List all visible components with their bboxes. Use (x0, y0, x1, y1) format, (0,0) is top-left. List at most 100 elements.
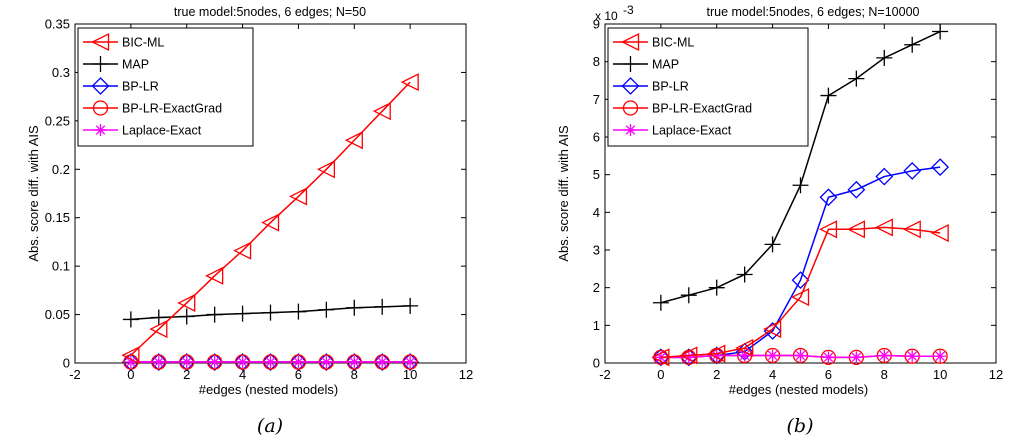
y-tick-label: 0.05 (45, 307, 70, 322)
data-point (850, 351, 863, 364)
legend-entry: BP-LR (122, 80, 159, 94)
data-point (931, 158, 950, 177)
legend-entry: BIC-ML (652, 36, 694, 50)
x-tick-label: 12 (459, 367, 473, 382)
chart-caption: (a) (257, 415, 283, 437)
series-map (652, 23, 949, 311)
x-tick-label: 6 (295, 367, 302, 382)
data-point (710, 349, 723, 362)
data-point (904, 36, 921, 53)
x-tick-label: 10 (933, 367, 947, 382)
data-point (348, 356, 361, 369)
legend-marker (621, 77, 640, 95)
x-tick-label: 8 (351, 367, 358, 382)
legend-entry: BP-LR-ExactGrad (652, 102, 752, 116)
x-tick-label: 2 (713, 367, 720, 382)
legend: BIC-ML MAP BP-LR BP-LR-ExactGrad Laplace-Exa… (607, 27, 809, 147)
y-tick-label: 0.1 (52, 259, 70, 274)
y-tick-label: 0.15 (45, 210, 70, 225)
data-point (121, 353, 140, 371)
data-point (764, 236, 781, 253)
data-point (876, 49, 893, 66)
data-point (736, 266, 753, 283)
data-point (906, 350, 919, 363)
series-line (660, 226, 941, 359)
x-tick-label: 12 (989, 367, 1003, 382)
data-point (878, 349, 891, 362)
y-tick-label: 0.35 (45, 17, 70, 32)
data-point (791, 288, 810, 307)
data-point (819, 188, 838, 207)
legend-marker (92, 100, 109, 116)
data-point (317, 353, 336, 371)
y-tick-label: 9 (593, 17, 600, 32)
data-point (149, 320, 168, 339)
data-point (791, 271, 810, 290)
y-tick-label: 4 (593, 205, 600, 220)
data-point (373, 353, 392, 371)
data-point (930, 223, 949, 243)
data-point (288, 187, 308, 206)
data-point (846, 220, 866, 239)
legend: BIC-ML MAP BP-LR BP-LR-ExactGrad Laplace-Exa… (77, 27, 254, 147)
legend-entry: BP-LR (652, 80, 689, 94)
y-tick-label: 5 (593, 167, 600, 182)
series-bic-ml (651, 218, 949, 367)
data-point (766, 349, 779, 362)
x-tick-label: 0 (127, 367, 134, 382)
data-point (205, 353, 224, 371)
data-point (236, 356, 249, 369)
data-point (124, 356, 137, 369)
data-point (707, 344, 726, 363)
data-point (874, 218, 893, 237)
data-point (679, 346, 698, 365)
legend-marker (94, 124, 107, 136)
data-point (345, 353, 364, 371)
data-point (848, 70, 865, 87)
data-point (122, 311, 139, 328)
legend-marker (624, 124, 637, 136)
legend-entry: Laplace-Exact (652, 124, 732, 138)
series-bic-ml (121, 73, 419, 365)
data-point (292, 356, 305, 369)
data-point (654, 351, 667, 364)
data-point (346, 299, 363, 316)
data-point (262, 304, 279, 321)
data-point (680, 287, 697, 304)
legend-entry: BP-LR-ExactGrad (122, 102, 222, 116)
data-point (792, 177, 809, 194)
data-point (820, 87, 837, 104)
legend-marker (622, 100, 639, 116)
data-point (261, 353, 280, 371)
data-point (178, 308, 195, 325)
series-line (130, 81, 411, 356)
data-point (344, 131, 363, 150)
y-tick-label: 0 (63, 356, 70, 371)
data-point (180, 356, 193, 369)
data-point (233, 241, 252, 260)
legend-marker (622, 56, 639, 72)
legend-marker (92, 56, 109, 72)
data-point (372, 102, 391, 121)
y-tick-label: 6 (593, 130, 600, 145)
data-point (400, 73, 419, 92)
data-point (903, 161, 922, 180)
y-tick-label: 0 (593, 356, 600, 371)
legend-marker (91, 32, 110, 52)
x-tick-label: 4 (239, 367, 246, 382)
data-point (374, 298, 391, 315)
chart-caption: (b) (787, 415, 814, 437)
y-tick-label: 8 (593, 54, 600, 69)
legend-entry: BIC-ML (122, 36, 164, 50)
data-point (682, 351, 695, 364)
series-map (122, 297, 419, 328)
chart-title: true model:5nodes, 6 edges; N=10000 (706, 5, 919, 19)
x-tick-label: 8 (881, 367, 888, 382)
data-point (934, 350, 947, 363)
x-tick-label: 4 (769, 367, 776, 382)
data-point (875, 167, 894, 186)
data-point (932, 23, 949, 40)
data-point (822, 351, 835, 364)
data-point (152, 356, 165, 369)
